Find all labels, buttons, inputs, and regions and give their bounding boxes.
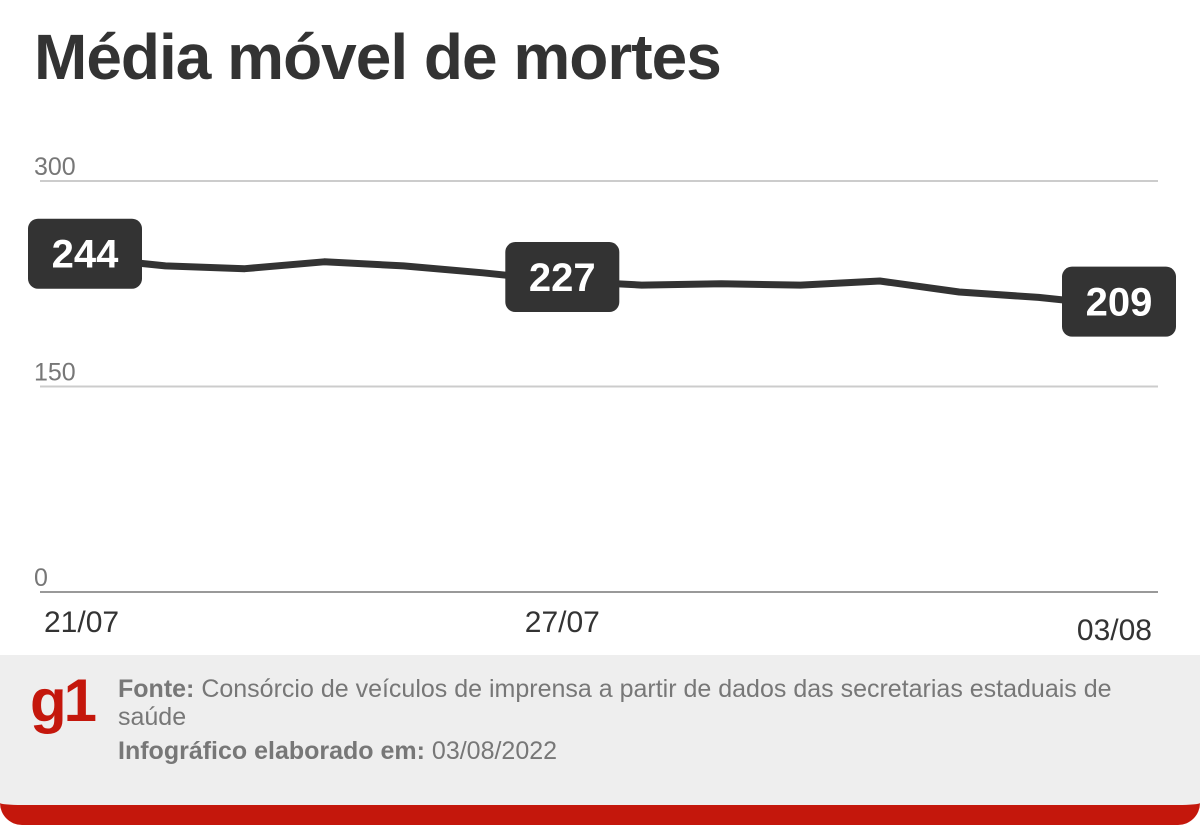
source-text: Consórcio de veículos de imprensa a part… <box>118 675 1112 731</box>
credit-label: Infográfico elaborado em: <box>118 737 425 765</box>
y-tick-label: 300 <box>34 153 76 181</box>
g1-logo: g1 <box>30 667 97 734</box>
y-tick-label: 150 <box>34 359 76 387</box>
data-label-layer: 244 227 209 <box>28 218 1176 337</box>
x-tick-label: 03/08 <box>1077 614 1152 647</box>
data-label-box <box>28 218 142 289</box>
footer: g1 Fonte: Consórcio de veículos de impre… <box>0 655 1200 825</box>
y-tick-label: 0 <box>34 564 48 592</box>
y-tick-layer: 300 150 0 <box>34 153 76 592</box>
data-label: 244 <box>52 233 119 277</box>
data-label-box <box>1062 266 1176 337</box>
x-tick-layer: 21/07 27/07 03/08 <box>44 606 1152 647</box>
x-tick-label: 27/07 <box>525 606 600 639</box>
data-label: 209 <box>1086 281 1153 325</box>
source-label: Fonte: <box>118 675 195 703</box>
x-tick-label: 21/07 <box>44 606 119 639</box>
grid-layer <box>40 180 1158 593</box>
credit-note: Infográfico elaborado em: 03/08/2022 <box>118 737 557 765</box>
data-label: 227 <box>529 256 596 300</box>
line-chart: 300 150 0 21/07 27/07 03/08 244 227 209 <box>28 153 1176 647</box>
source-note: Fonte: Consórcio de veículos de imprensa… <box>118 675 1158 731</box>
data-label-box <box>505 242 620 313</box>
credit-date: 03/08/2022 <box>424 737 558 765</box>
chart-title: Média móvel de mortes <box>34 21 722 93</box>
